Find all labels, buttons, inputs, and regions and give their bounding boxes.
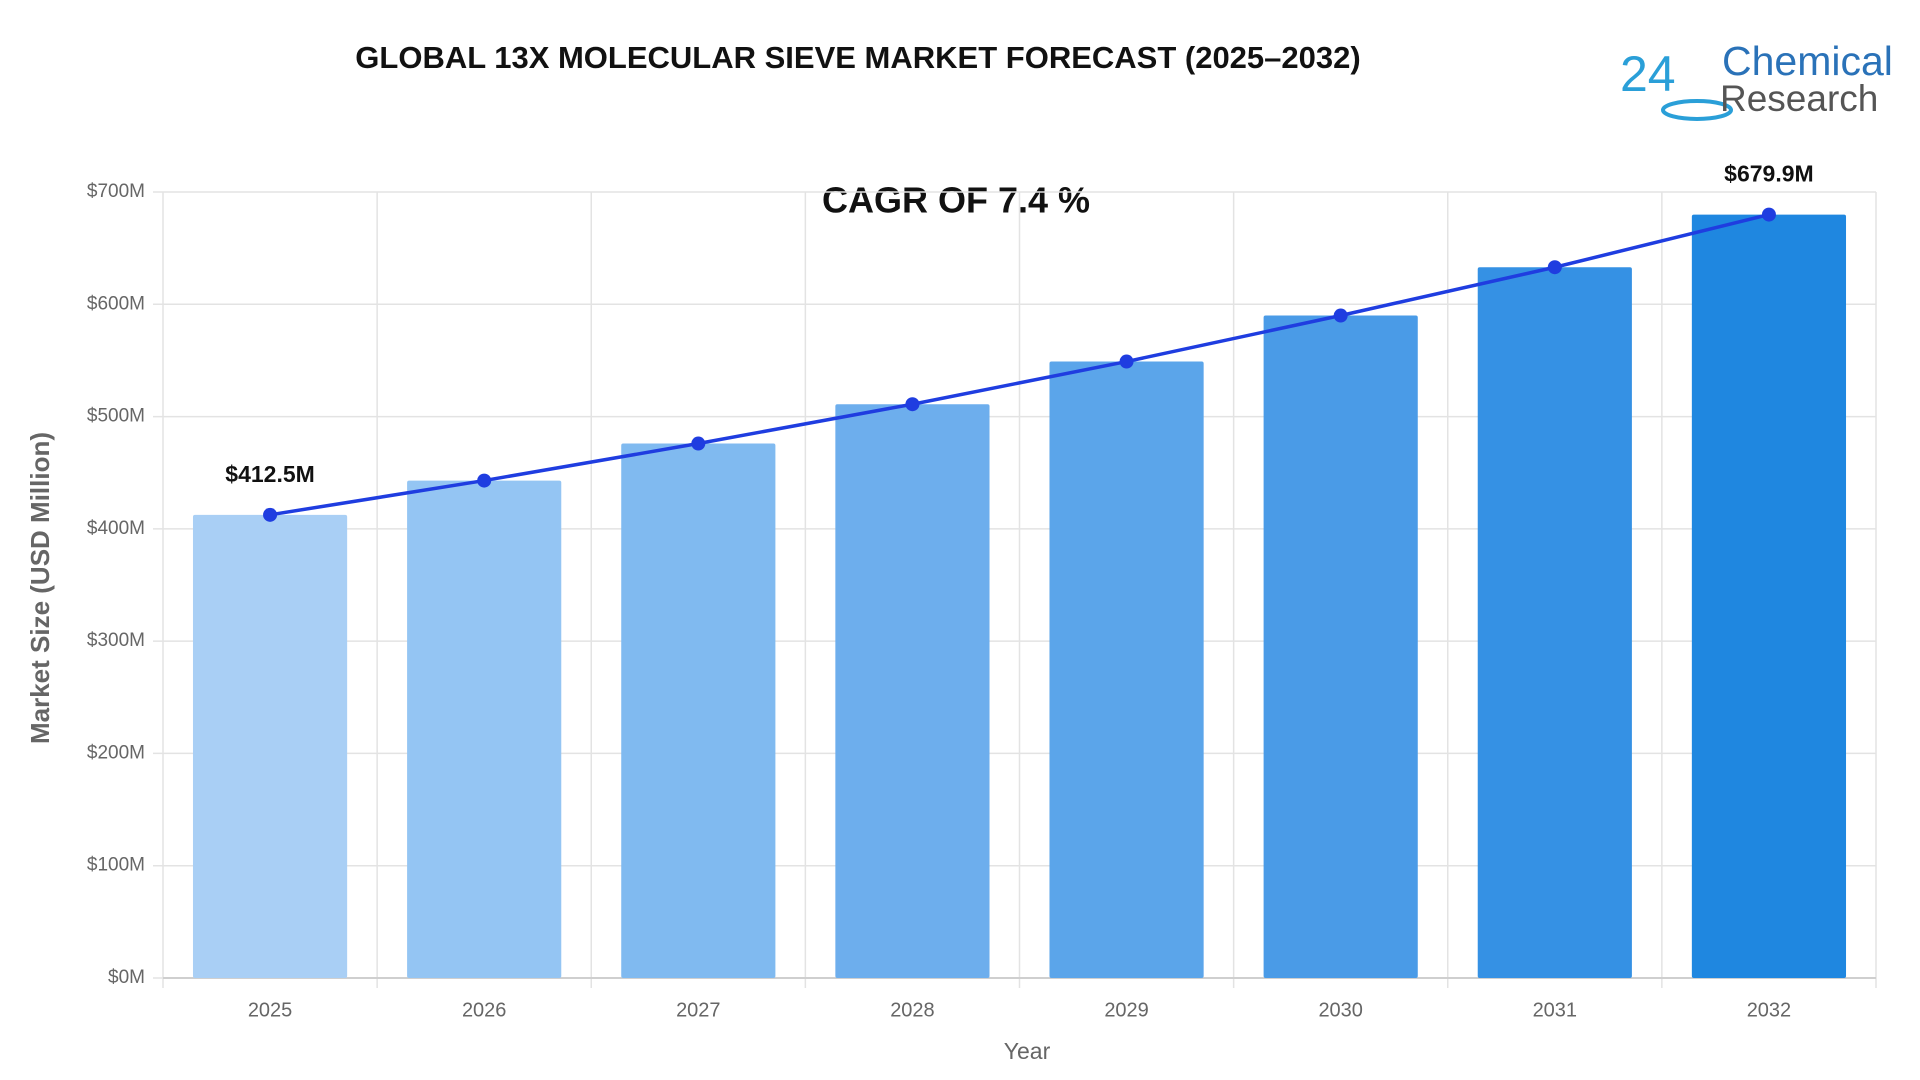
bar bbox=[192, 514, 348, 978]
x-tick-label: 2028 bbox=[890, 999, 935, 1021]
bar bbox=[1263, 315, 1418, 978]
line-point bbox=[1761, 207, 1776, 222]
line-point bbox=[905, 397, 920, 412]
y-tick-label: $700M bbox=[87, 181, 145, 202]
line-point bbox=[1333, 308, 1348, 323]
logo-swirl bbox=[1661, 99, 1733, 121]
logo-text: Research bbox=[1720, 78, 1878, 119]
line-point bbox=[1547, 260, 1562, 275]
logo: 24 Chemical Research bbox=[1620, 38, 1893, 121]
y-tick-label: $100M bbox=[87, 855, 145, 876]
x-tick-label: 2025 bbox=[248, 999, 293, 1021]
bar bbox=[1049, 361, 1204, 979]
x-tick-label: 2031 bbox=[1533, 999, 1578, 1021]
x-tick-label: 2032 bbox=[1747, 999, 1792, 1021]
bar bbox=[1691, 214, 1847, 978]
bar bbox=[407, 480, 562, 978]
y-tick-label: $300M bbox=[87, 630, 145, 651]
line bbox=[269, 212, 1770, 517]
x-tick-label: 2026 bbox=[462, 999, 507, 1021]
bar bbox=[1477, 267, 1632, 978]
line-point bbox=[477, 473, 492, 488]
y-tick-label: $400M bbox=[87, 518, 145, 539]
x-axis-title: Year bbox=[1004, 1038, 1051, 1064]
line-point bbox=[263, 507, 278, 522]
line-point bbox=[691, 436, 706, 451]
bar bbox=[621, 443, 776, 978]
x-tick-label: 2029 bbox=[1104, 999, 1149, 1021]
bar bbox=[835, 404, 990, 979]
y-tick-label: $0M bbox=[108, 967, 145, 988]
line-point bbox=[1119, 354, 1134, 369]
y-tick-label: $200M bbox=[87, 742, 145, 763]
data-label: $412.5M bbox=[225, 461, 315, 487]
y-axis-title: Market Size (USD Million) bbox=[25, 432, 55, 744]
y-tick-label: $600M bbox=[87, 293, 145, 314]
x-tick-label: 2027 bbox=[676, 999, 721, 1021]
annotation: CAGR OF 7.4 % bbox=[822, 180, 1090, 221]
y-tick-label: $500M bbox=[87, 406, 145, 427]
data-label: $679.9M bbox=[1724, 161, 1814, 187]
x-tick-label: 2030 bbox=[1318, 999, 1363, 1021]
chart-title: GLOBAL 13X MOLECULAR SIEVE MARKET FORECA… bbox=[355, 40, 1360, 75]
logo-number: 24 bbox=[1620, 46, 1676, 102]
logo-text: Chemical bbox=[1722, 38, 1893, 84]
